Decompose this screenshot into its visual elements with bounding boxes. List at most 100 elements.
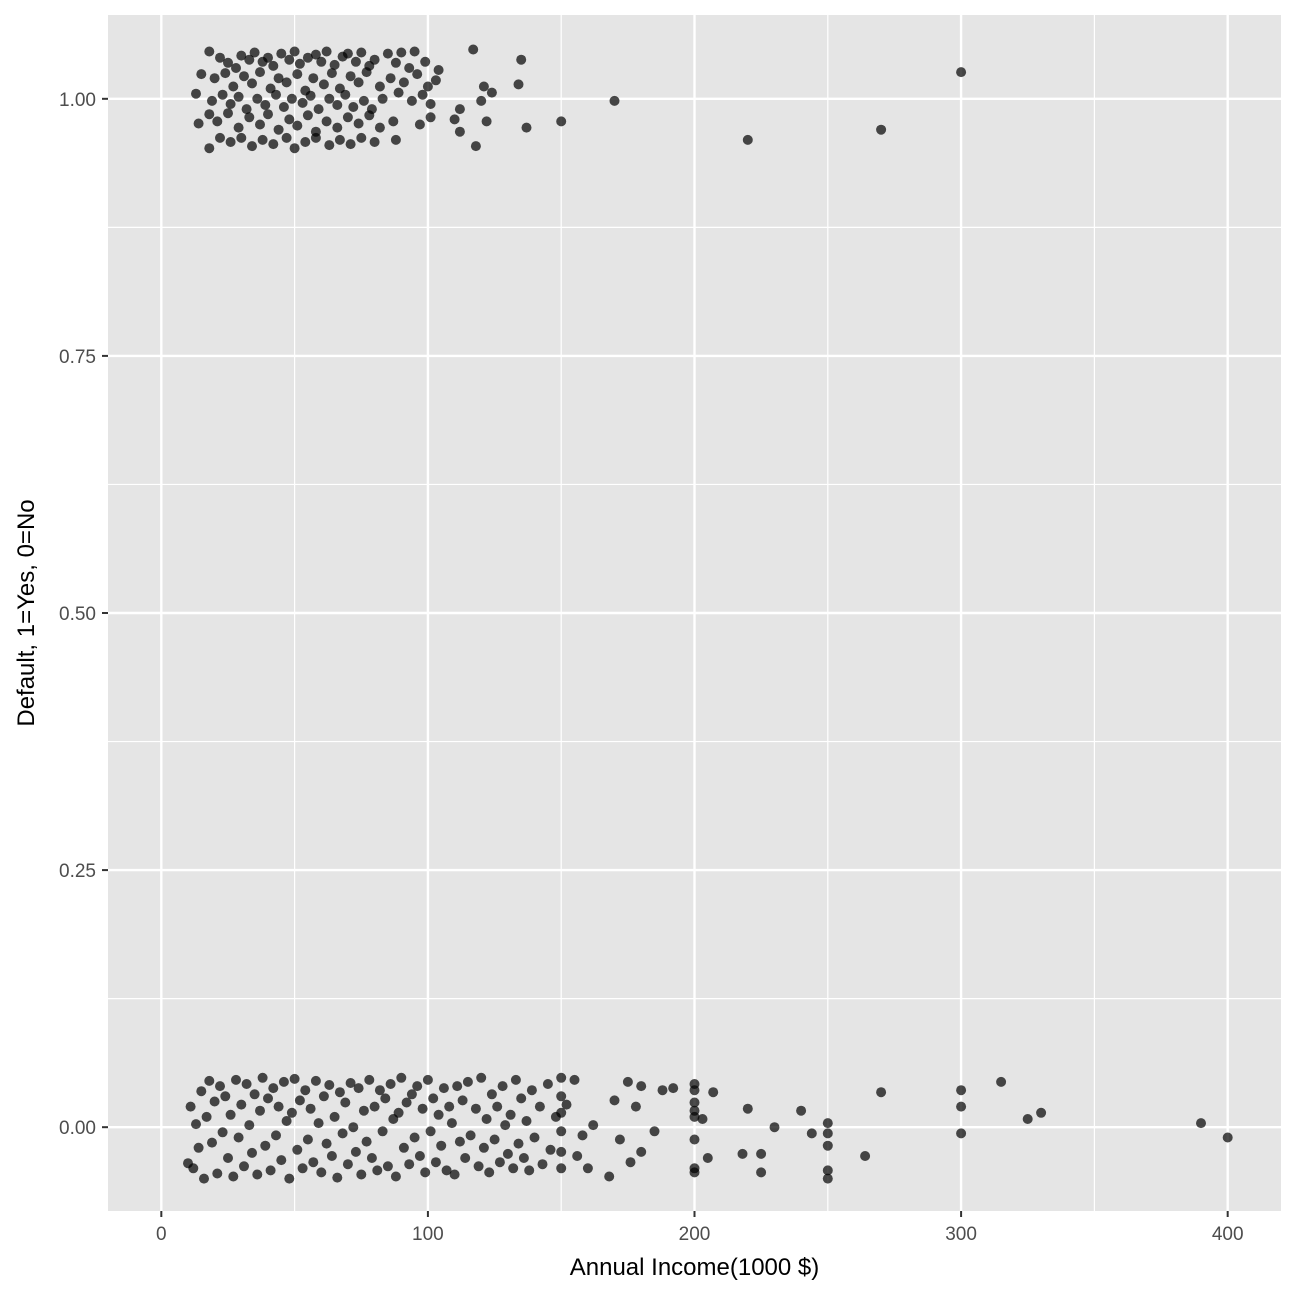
data-point <box>486 87 497 98</box>
data-point <box>422 81 433 92</box>
data-point <box>465 1130 476 1141</box>
data-point <box>353 1083 364 1094</box>
data-point <box>396 47 407 58</box>
data-point <box>297 97 308 108</box>
data-point <box>324 93 335 104</box>
data-point <box>196 1086 207 1097</box>
x-tick-label: 300 <box>945 1224 977 1245</box>
data-point <box>340 1097 351 1108</box>
data-point <box>406 1089 417 1100</box>
data-point <box>470 141 481 152</box>
data-point <box>604 1171 615 1182</box>
data-point <box>481 1114 492 1124</box>
data-point <box>649 1126 660 1137</box>
y-tick-label: 0.00 <box>59 1118 96 1139</box>
data-point <box>249 47 260 58</box>
x-tick-label: 100 <box>412 1224 444 1245</box>
data-point <box>278 1076 289 1087</box>
y-tick-label: 0.75 <box>59 347 96 368</box>
data-point <box>372 1165 383 1176</box>
data-point <box>425 99 436 109</box>
data-point <box>393 87 404 98</box>
data-point <box>636 1146 647 1157</box>
data-point <box>446 1118 457 1129</box>
data-point <box>268 1083 279 1094</box>
data-point <box>358 1105 369 1116</box>
data-point <box>225 1109 236 1120</box>
data-point <box>609 95 620 106</box>
data-point <box>265 1165 276 1176</box>
data-point <box>318 1091 329 1102</box>
data-point <box>247 1147 257 1158</box>
y-tick-label: 1.00 <box>59 90 96 111</box>
data-point <box>302 52 313 63</box>
data-point <box>318 79 329 90</box>
data-point <box>348 102 359 112</box>
data-point <box>284 114 295 125</box>
data-point <box>193 118 204 129</box>
data-point <box>476 95 487 106</box>
data-point <box>191 88 201 99</box>
data-point <box>433 65 444 75</box>
data-point <box>689 1085 700 1096</box>
data-point <box>708 1087 719 1098</box>
data-point <box>340 89 351 100</box>
data-point <box>223 57 233 68</box>
data-point <box>1222 1132 1233 1143</box>
data-point <box>255 67 265 78</box>
data-point <box>396 1072 407 1083</box>
data-point <box>324 140 335 151</box>
data-point <box>689 1111 700 1122</box>
data-point <box>441 1165 452 1176</box>
data-point <box>244 112 255 123</box>
data-point <box>572 1151 583 1161</box>
data-point <box>220 1091 231 1102</box>
data-point <box>364 110 375 121</box>
data-point <box>430 1157 441 1168</box>
data-point <box>454 126 465 137</box>
data-point <box>609 1095 620 1106</box>
data-point <box>247 78 257 89</box>
data-point <box>494 1157 505 1168</box>
data-point <box>433 1109 444 1120</box>
data-point <box>255 119 265 130</box>
data-point <box>353 118 364 129</box>
data-point <box>292 120 303 131</box>
data-point <box>326 1151 337 1161</box>
data-point <box>350 1146 361 1157</box>
data-point <box>334 134 345 145</box>
data-point <box>1036 1107 1047 1118</box>
data-point <box>204 109 215 120</box>
data-point <box>478 1142 489 1153</box>
data-point <box>556 1072 567 1083</box>
data-point <box>444 1101 455 1112</box>
data-point <box>260 1140 271 1151</box>
data-point <box>236 1099 247 1110</box>
data-point <box>737 1148 748 1159</box>
data-point <box>281 132 292 143</box>
data-point <box>332 122 343 133</box>
data-point <box>414 1151 425 1161</box>
data-point <box>300 1085 311 1096</box>
data-point <box>228 81 239 92</box>
y-axis-title: Default, 1=Yes, 0=No <box>13 499 40 726</box>
data-point <box>382 48 393 59</box>
data-point <box>281 1116 292 1126</box>
data-point <box>236 132 247 143</box>
data-point <box>697 1114 708 1124</box>
data-point <box>260 100 271 110</box>
data-point <box>289 1073 300 1084</box>
data-point <box>822 1165 833 1176</box>
data-point <box>244 1120 255 1131</box>
data-point <box>252 93 263 104</box>
data-point <box>521 122 532 133</box>
data-point <box>582 1163 593 1174</box>
data-point <box>689 1134 700 1145</box>
data-point <box>302 110 313 121</box>
data-point <box>769 1122 780 1133</box>
data-point <box>204 46 215 57</box>
data-point <box>294 1095 305 1106</box>
data-point <box>257 1072 268 1083</box>
data-point <box>193 1142 204 1153</box>
data-point <box>271 89 281 100</box>
